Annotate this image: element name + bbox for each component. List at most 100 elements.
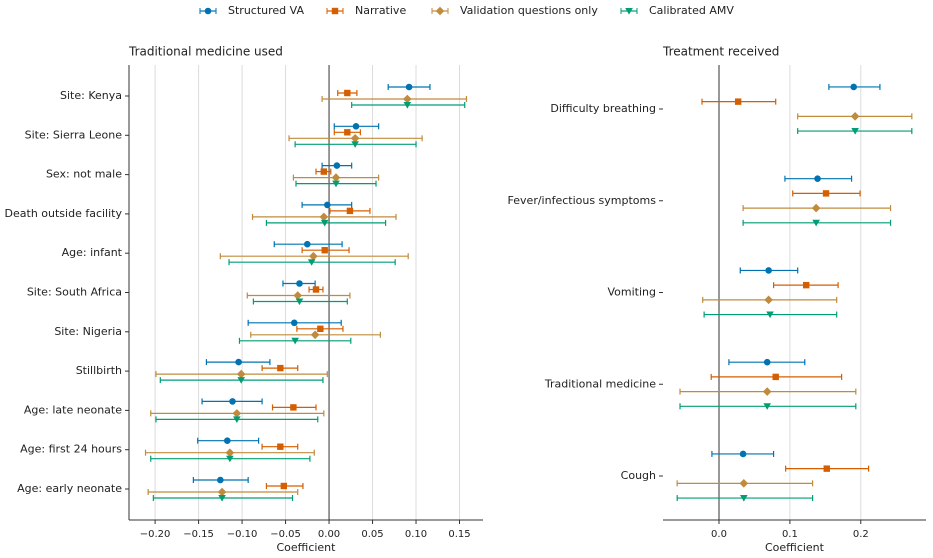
y-tick-label: Site: South Africa [27,286,122,299]
point [344,129,351,136]
point [822,190,830,197]
point [217,487,227,497]
point [280,482,288,490]
legend-marker [331,7,339,15]
y-tick-label: Site: Nigeria [54,325,122,338]
y-tick-label: Fever/infectious symptoms [508,194,657,207]
point [296,280,303,287]
point [763,403,772,410]
point [223,437,231,445]
legend-marker [435,6,445,16]
point [814,175,821,182]
point [277,443,284,450]
point [320,219,329,227]
point [290,404,297,411]
y-tick-label: Sex: not male [46,168,122,181]
point [295,298,304,306]
error-bar [321,96,468,102]
point [765,267,772,274]
point [218,495,226,502]
point [766,311,774,319]
x-tick-label: 0.15 [448,529,470,540]
point [235,358,242,366]
point [346,207,354,215]
point [321,247,328,254]
point [734,98,742,105]
point [351,141,359,148]
point [310,330,320,340]
point [850,112,860,121]
point [403,102,412,109]
x-tick-label: 0.1 [782,529,798,540]
point [332,180,340,188]
x-axis-label: Coefficient [277,541,337,554]
point [763,358,771,366]
y-tick-label: Age: first 24 hours [20,443,122,456]
point [290,319,298,327]
y-tick-label: Age: infant [62,246,123,259]
point [217,476,224,484]
y-tick-label: Age: late neonate [24,403,122,416]
y-tick-label: Site: Sierra Leone [25,128,123,141]
legend-marker [625,8,633,15]
x-tick-label: 0.2 [853,529,869,540]
legend-label: Structured VA [228,4,304,17]
point [307,259,316,266]
x-tick-label: 0.05 [361,529,383,540]
point [802,281,810,289]
point [312,286,320,293]
point [277,364,284,372]
y-tick-label: Stillbirth [76,364,122,377]
x-tick-label: −0.10 [227,529,258,540]
point [850,83,857,91]
point [309,251,318,261]
point [344,89,351,97]
x-axis-label: Coefficient [765,541,825,554]
legend-label: Validation questions only [460,4,598,17]
x-tick-label: 0.0 [711,529,727,540]
point [812,219,820,227]
point [293,291,303,300]
point [331,173,341,182]
x-tick-label: −0.15 [183,529,214,540]
point [762,387,772,396]
x-tick-label: 0.00 [318,529,340,540]
y-tick-label: Age: early neonate [17,482,122,495]
point [225,448,235,457]
point [324,201,331,209]
point [333,162,341,169]
y-tick-label: Cough [621,469,656,482]
point [291,337,299,345]
point [232,409,242,418]
x-tick-label: 0.10 [405,529,427,540]
legend-label: Narrative [355,4,406,17]
point [319,212,329,222]
point [304,240,311,248]
point [811,203,821,213]
point [229,398,236,405]
point [352,123,360,130]
panel-title: Traditional medicine used [128,45,283,59]
y-tick-label: Vomiting [608,286,657,299]
point [764,295,773,305]
legend-marker [204,7,212,15]
point [851,128,859,135]
x-tick-label: −0.20 [140,529,171,540]
point [740,495,748,502]
y-tick-label: Traditional medicine [544,377,656,390]
point [237,377,246,384]
y-tick-label: Site: Kenya [60,89,122,102]
point [317,325,324,332]
point [226,455,234,463]
y-tick-label: Difficulty breathing [550,102,656,115]
point [739,450,747,458]
panel-title: Treatment received [662,45,779,59]
point [739,479,749,488]
point [350,134,360,143]
y-tick-label: Death outside facility [5,207,123,220]
point [772,373,779,381]
point [403,94,412,104]
point [405,83,413,91]
point [233,416,241,423]
